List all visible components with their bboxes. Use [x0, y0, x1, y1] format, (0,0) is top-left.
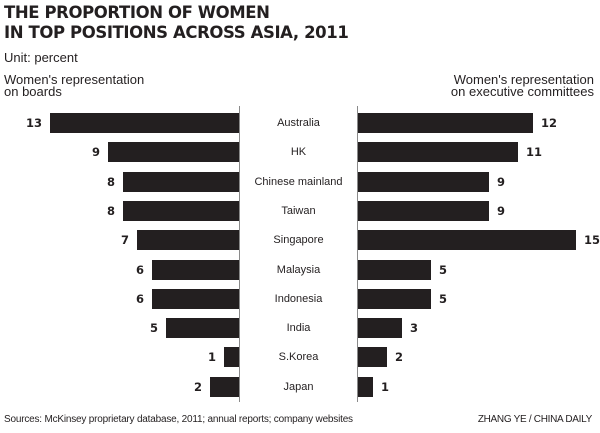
- bar-boards: [210, 377, 239, 397]
- value-label-executive-committees: 15: [584, 233, 600, 247]
- value-label-boards: 8: [106, 175, 115, 189]
- bar-executive-committees: [358, 113, 533, 133]
- value-label-executive-committees: 5: [439, 292, 448, 306]
- value-label-boards: 6: [135, 263, 144, 277]
- value-label-boards: 6: [135, 292, 144, 306]
- value-label-boards: 13: [25, 116, 42, 130]
- left-series-label: Women's representation on boards: [4, 72, 145, 99]
- bar-executive-committees: [358, 201, 489, 221]
- category-label: Indonesia: [274, 293, 323, 305]
- left-series-label-line2: on boards: [4, 84, 62, 99]
- value-label-boards: 2: [193, 380, 202, 394]
- value-label-executive-committees: 2: [395, 350, 404, 364]
- category-label: Chinese mainland: [254, 176, 343, 188]
- bar-boards: [137, 230, 239, 250]
- chart-title-line2: IN TOP POSITIONS ACROSS ASIA, 2011: [4, 23, 349, 42]
- right-series-label: Women's representation on executive comm…: [450, 72, 594, 99]
- value-label-boards: 9: [91, 145, 100, 159]
- right-series-label-line1: Women's representation: [453, 72, 594, 87]
- value-label-executive-committees: 1: [381, 380, 390, 394]
- category-label: Australia: [277, 117, 320, 129]
- value-label-executive-committees: 5: [439, 263, 448, 277]
- right-series-label-line2: on executive committees: [450, 84, 594, 99]
- bar-executive-committees: [358, 260, 431, 280]
- chart-title: THE PROPORTION OF WOMEN IN TOP POSITIONS…: [4, 3, 349, 43]
- bar-executive-committees: [358, 172, 489, 192]
- bar-executive-committees: [358, 142, 518, 162]
- left-axis-line: [239, 106, 240, 402]
- credit-line: ZHANG YE / CHINA DAILY: [477, 414, 592, 425]
- bar-executive-committees: [358, 377, 373, 397]
- category-label: Singapore: [273, 234, 324, 246]
- chart-title-line1: THE PROPORTION OF WOMEN: [4, 3, 270, 22]
- category-label: Malaysia: [276, 264, 321, 276]
- bar-boards: [123, 172, 239, 192]
- bar-boards: [152, 289, 239, 309]
- category-label: S.Korea: [278, 351, 319, 363]
- category-label: HK: [290, 146, 307, 158]
- category-label: India: [286, 322, 311, 334]
- value-label-executive-committees: 12: [541, 116, 558, 130]
- value-label-boards: 5: [149, 321, 158, 335]
- value-label-boards: 7: [120, 233, 129, 247]
- category-label: Taiwan: [281, 205, 316, 217]
- value-label-executive-committees: 9: [497, 175, 506, 189]
- bar-executive-committees: [358, 289, 431, 309]
- unit-label: Unit: percent: [4, 50, 78, 65]
- value-label-boards: 1: [207, 350, 216, 364]
- bar-boards: [166, 318, 239, 338]
- value-label-executive-committees: 3: [410, 321, 419, 335]
- bar-boards: [152, 260, 239, 280]
- left-series-label-line1: Women's representation: [4, 72, 145, 87]
- value-label-boards: 8: [106, 204, 115, 218]
- bar-executive-committees: [358, 347, 387, 367]
- bar-boards: [123, 201, 239, 221]
- right-axis-line: [357, 106, 358, 402]
- bar-executive-committees: [358, 230, 576, 250]
- bar-executive-committees: [358, 318, 402, 338]
- value-label-executive-committees: 11: [526, 145, 543, 159]
- bar-boards: [50, 113, 239, 133]
- category-label: Japan: [283, 381, 314, 393]
- source-note: Sources: McKinsey proprietary database, …: [4, 414, 353, 425]
- bar-boards: [108, 142, 239, 162]
- bar-boards: [224, 347, 239, 367]
- value-label-executive-committees: 9: [497, 204, 506, 218]
